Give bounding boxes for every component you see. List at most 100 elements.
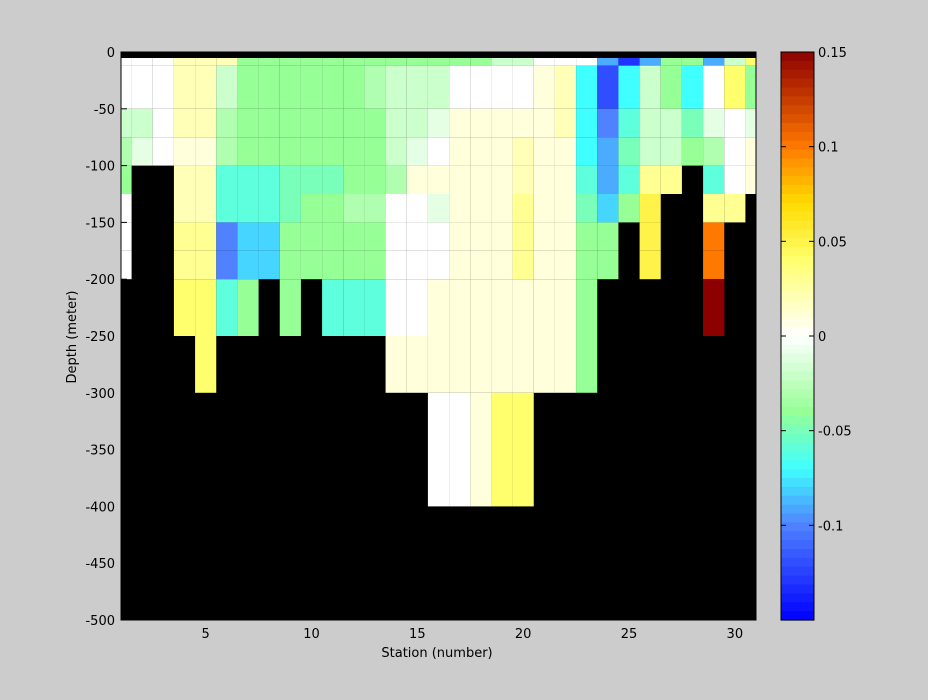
heatmap-cell — [554, 137, 577, 166]
heatmap-cell — [491, 392, 513, 507]
heatmap-cell — [173, 165, 196, 194]
colorbar-segment — [781, 78, 814, 89]
heatmap-cell — [385, 165, 407, 194]
heatmap-cell — [491, 279, 513, 336]
colorbar-segment — [781, 123, 814, 133]
heatmap-cell — [703, 165, 725, 194]
heatmap-cell — [660, 65, 682, 109]
heatmap-cell — [533, 279, 555, 336]
heatmap-cell — [470, 279, 492, 336]
colorbar-tick-label: 0.15 — [818, 46, 847, 61]
y-tick-label: -50 — [94, 103, 115, 118]
y-tick-label: -150 — [85, 216, 115, 231]
colorbar-segment — [781, 194, 814, 204]
heatmap-cell — [554, 222, 577, 251]
colorbar-segment — [781, 256, 814, 266]
axes: 5 10 15 20 25 30 0 -50 -100 -150 -200 -250 -300 -350 -… — [85, 46, 757, 642]
heatmap-cell — [131, 65, 153, 109]
heatmap-cell — [279, 250, 301, 280]
heatmap-cell — [173, 222, 196, 251]
heatmap-cell — [449, 137, 471, 166]
heatmap-cell — [449, 392, 471, 507]
colorbar-tick-label: -0.1 — [818, 519, 843, 534]
heatmap-cell — [512, 65, 534, 109]
heatmap-cell — [173, 108, 196, 138]
colorbar-segment — [781, 309, 814, 319]
heatmap-cell — [343, 108, 365, 138]
heatmap-cell — [364, 137, 386, 166]
heatmap-cell — [406, 222, 428, 251]
colorbar-segment — [781, 513, 814, 523]
heatmap-cell — [300, 108, 323, 138]
heatmap-cell — [681, 137, 704, 166]
heatmap-cell — [364, 250, 386, 280]
y-tick-label: -100 — [85, 160, 115, 175]
heatmap-cell — [385, 336, 407, 393]
heatmap-cell — [512, 165, 534, 194]
heatmap-cell — [703, 222, 725, 251]
heatmap-cell — [195, 194, 217, 223]
heatmap-cell — [533, 222, 555, 251]
heatmap-cell — [639, 194, 661, 223]
heatmap-cell — [533, 194, 555, 223]
heatmap-cell — [237, 279, 259, 336]
heatmap-cell — [237, 222, 259, 251]
heatmap-cell — [470, 194, 492, 223]
heatmap-cell — [152, 65, 174, 109]
heatmap-cell — [597, 194, 619, 223]
colorbar-segment — [781, 229, 814, 239]
heatmap-cell — [703, 194, 725, 223]
heatmap-cell — [195, 108, 217, 138]
heatmap-cell — [258, 65, 280, 109]
colorbar-segment — [781, 407, 814, 417]
heatmap-cell — [554, 108, 577, 138]
heatmap-cell — [597, 165, 619, 194]
colorbar-segment — [781, 140, 814, 151]
heatmap-cell — [427, 165, 450, 194]
heatmap-cell — [618, 137, 640, 166]
heatmap-cell — [216, 165, 238, 194]
heatmap-cell — [300, 137, 323, 166]
heatmap-cell — [491, 65, 513, 109]
heatmap-cell — [131, 108, 153, 138]
heatmap-cell — [491, 137, 513, 166]
heatmap-cell — [364, 108, 386, 138]
heatmap-cell — [512, 392, 534, 507]
heatmap-cell — [406, 137, 428, 166]
heatmap-cell — [745, 108, 756, 138]
heatmap-cell — [427, 137, 450, 166]
heatmap-cell — [681, 108, 704, 138]
heatmap-cell — [745, 137, 756, 166]
heatmap-cell — [121, 108, 132, 138]
heatmap-cell — [618, 108, 640, 138]
heatmap-cell — [406, 165, 428, 194]
x-tick-label: 10 — [303, 627, 320, 642]
heatmap-cell — [343, 65, 365, 109]
colorbar-segment — [781, 424, 814, 435]
heatmap-cell — [300, 222, 323, 251]
colorbar-segment — [781, 486, 814, 497]
x-tick-label: 15 — [409, 627, 426, 642]
heatmap-cell — [597, 250, 619, 280]
heatmap-cell — [322, 165, 344, 194]
heatmap-cell — [385, 250, 407, 280]
colorbar-tick-label: 0.05 — [818, 235, 847, 250]
heatmap-cell — [216, 65, 238, 109]
heatmap-cell — [279, 137, 301, 166]
x-tick-label: 5 — [202, 627, 210, 642]
colorbar-segment — [781, 327, 814, 337]
heatmap-cell — [639, 165, 661, 194]
y-tick-label: -500 — [85, 614, 115, 629]
heatmap-cell — [237, 65, 259, 109]
colorbar-segment — [781, 495, 814, 506]
heatmap-cell — [576, 108, 598, 138]
heatmap-cell — [533, 108, 555, 138]
colorbar-segment — [781, 540, 814, 550]
heatmap-cell — [427, 65, 450, 109]
heatmap-cell — [300, 165, 323, 194]
heatmap-cell — [660, 165, 682, 194]
heatmap-cell — [364, 279, 386, 336]
y-axis-label: Depth (meter) — [65, 291, 80, 384]
colorbar-segment — [781, 202, 814, 213]
